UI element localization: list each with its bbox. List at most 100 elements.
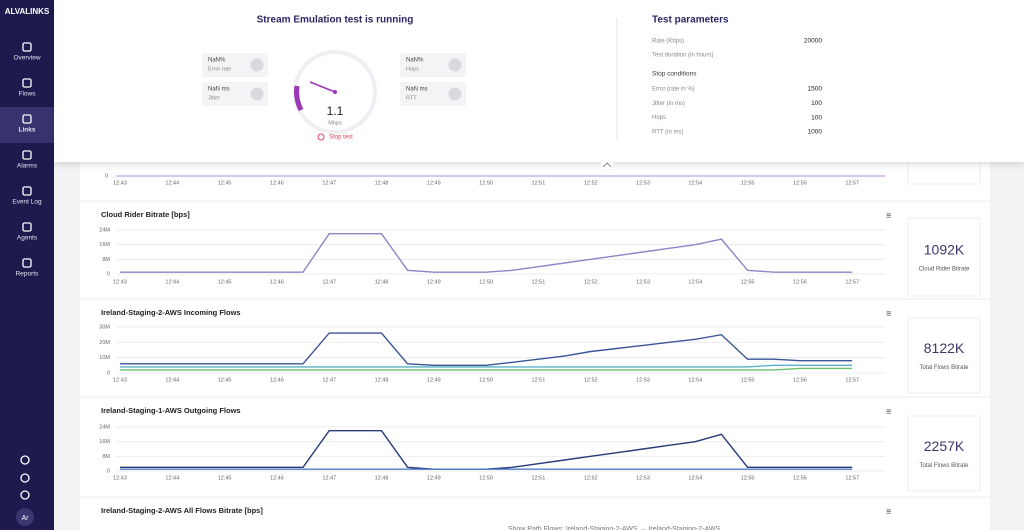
nav-icon[interactable] (22, 150, 32, 160)
y-tick-label: 16M (99, 242, 110, 248)
x-tick-label: 12:55 (741, 180, 755, 186)
series-line (120, 233, 853, 273)
x-tick-label: 12:51 (532, 180, 546, 186)
param-label: Hops (652, 115, 666, 121)
collapse-icon[interactable] (602, 162, 612, 168)
x-tick-label: 12:47 (322, 475, 336, 481)
nav-icon[interactable] (22, 186, 32, 196)
y-tick-label: 8M (102, 257, 110, 263)
footer-link: Show Path Flows: Ireland-Staging-2-AWS →… (508, 526, 721, 530)
gauge-arc (294, 85, 304, 112)
x-tick-label: 12:46 (270, 475, 284, 481)
x-tick-label: 12:50 (479, 180, 493, 186)
metric-value: NaN ms (208, 87, 230, 93)
x-tick-label: 12:48 (375, 279, 389, 285)
nav-icon[interactable] (22, 222, 32, 232)
y-tick-label: 8M (102, 454, 110, 460)
metric-indicator (448, 58, 462, 72)
x-tick-label: 12:48 (375, 180, 389, 186)
param-value: 20000 (804, 38, 822, 45)
x-tick-label: 12:46 (270, 377, 284, 383)
nav-label: Flows (19, 91, 37, 98)
stat-box (907, 217, 981, 297)
metric-box (202, 53, 268, 77)
x-tick-label: 12:54 (688, 180, 702, 186)
param-value: 100 (811, 114, 822, 121)
x-tick-label: 12:43 (113, 475, 127, 481)
metric-box (400, 82, 466, 106)
metric-label: Error rate (208, 66, 231, 72)
param-label: Error (rate in %) (652, 87, 695, 93)
chart-menu[interactable]: ≡ (886, 210, 891, 220)
x-tick-label: 12:44 (165, 279, 179, 285)
x-tick-label: 12:49 (427, 475, 441, 481)
x-tick-label: 12:52 (584, 377, 598, 383)
nav-label: Agents (17, 235, 38, 242)
y-tick-label: 0 (107, 271, 110, 277)
y-tick-label: 20M (99, 340, 110, 346)
metric-label: RTT (406, 95, 417, 101)
x-tick-label: 12:43 (113, 279, 127, 285)
nav-label: Links (19, 127, 36, 134)
avatar[interactable] (16, 508, 34, 526)
y-tick-label: 16M (99, 439, 110, 445)
x-tick-label: 12:53 (636, 377, 650, 383)
stop-icon[interactable] (317, 133, 325, 141)
chart-menu[interactable]: ≡ (886, 308, 891, 318)
x-tick-label: 12:51 (532, 279, 546, 285)
stop-button[interactable]: Stop test (329, 135, 353, 141)
x-tick-label: 12:43 (113, 180, 127, 186)
stat-label: Total Flows Bitrate (919, 365, 969, 371)
x-tick-label: 12:54 (688, 475, 702, 481)
x-tick-label: 12:55 (741, 279, 755, 285)
params-title: Test parameters (652, 15, 729, 26)
chart-title: Cloud Rider Bitrate [bps] (101, 210, 190, 219)
nav-icon[interactable] (22, 42, 32, 52)
param-label: Test duration (in hours) (652, 53, 713, 59)
sidebar-icon[interactable] (20, 455, 30, 465)
stat-value: 8122K (924, 340, 965, 356)
x-tick-label: 12:50 (479, 377, 493, 383)
x-tick-label: 12:52 (584, 279, 598, 285)
series-line (120, 364, 853, 368)
x-tick-label: 12:49 (427, 180, 441, 186)
x-tick-label: 12:46 (270, 180, 284, 186)
test-panel (54, 0, 1024, 162)
series-line (120, 332, 853, 366)
nav-icon[interactable] (22, 78, 32, 88)
nav-label: Alarms (17, 163, 38, 170)
nav-icon[interactable] (22, 114, 32, 124)
nav-label: Event Log (12, 199, 42, 206)
chart-menu[interactable]: ≡ (886, 406, 891, 416)
series-line (120, 367, 853, 371)
nav-label: Reports (16, 271, 40, 278)
x-tick-label: 12:51 (532, 475, 546, 481)
collapse-button[interactable] (601, 159, 613, 171)
x-tick-label: 12:56 (793, 279, 807, 285)
param-label: RTT (in ms) (652, 129, 683, 135)
x-tick-label: 12:48 (375, 377, 389, 383)
x-tick-label: 12:50 (479, 279, 493, 285)
x-tick-label: 12:57 (845, 279, 859, 285)
chart-title: Ireland-Staging-2-AWS All Flows Bitrate … (101, 506, 263, 515)
sidebar-icon[interactable] (20, 490, 30, 500)
y-tick-label: 30M (99, 324, 110, 330)
stat-box (907, 159, 981, 185)
x-tick-label: 12:45 (218, 377, 232, 383)
logo: ALVALINKS (5, 7, 50, 16)
nav-icon[interactable] (22, 258, 32, 268)
x-tick-label: 12:56 (793, 377, 807, 383)
gauge-unit: Mbps (328, 120, 342, 126)
x-tick-label: 12:48 (375, 475, 389, 481)
chart-menu[interactable]: ≡ (886, 506, 891, 516)
x-tick-label: 12:47 (322, 180, 336, 186)
chart-title: Ireland-Staging-2-AWS Incoming Flows (101, 308, 241, 317)
stat-value: 1092K (924, 242, 965, 258)
sidebar-icon[interactable] (20, 473, 30, 483)
x-tick-label: 12:53 (636, 279, 650, 285)
x-tick-label: 12:45 (218, 475, 232, 481)
x-tick-label: 12:50 (479, 475, 493, 481)
stat-box (907, 317, 981, 394)
x-tick-label: 12:49 (427, 377, 441, 383)
